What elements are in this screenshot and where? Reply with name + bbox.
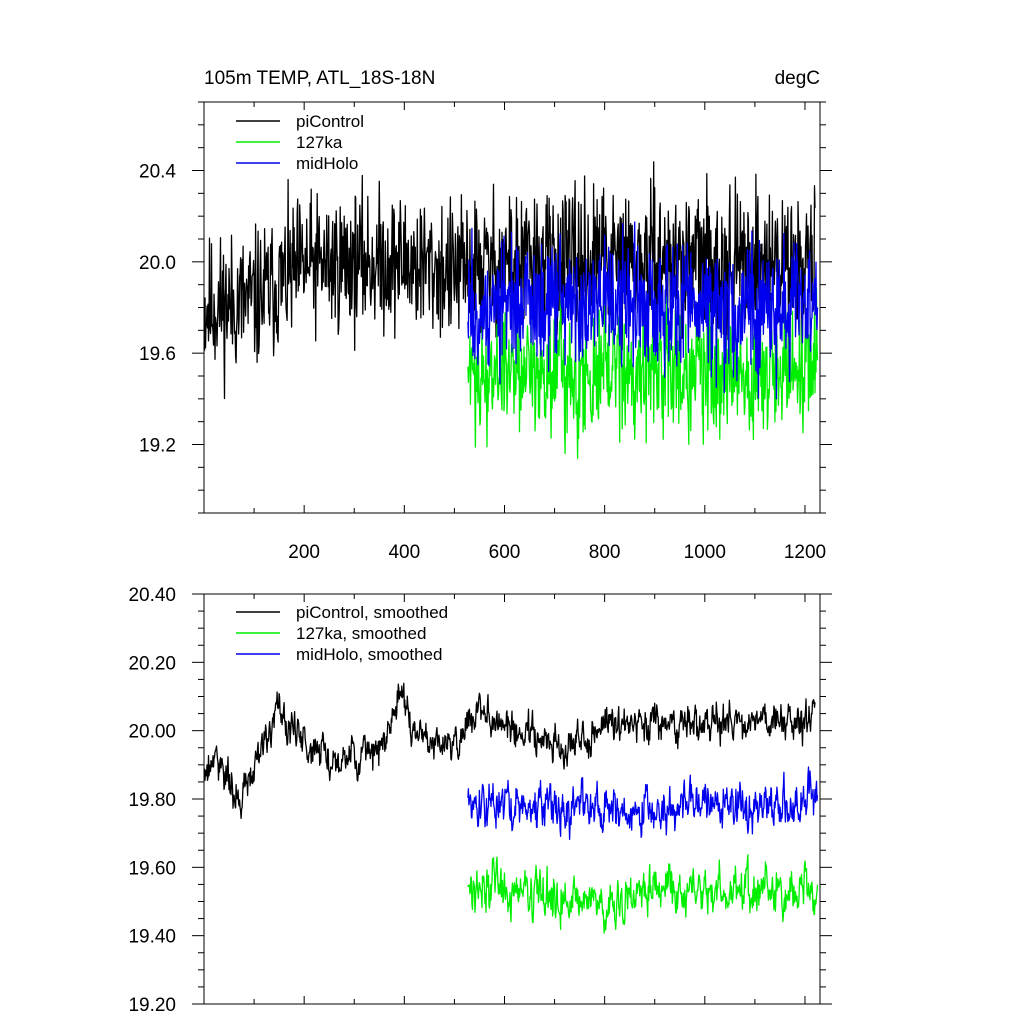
y-tick-label: 20.00 — [128, 722, 176, 743]
y-tick-label: 20.40 — [128, 585, 176, 606]
legend-label: piControl, smoothed — [296, 603, 448, 622]
y-tick-label: 19.60 — [128, 858, 176, 879]
top-panel-units: degC — [775, 68, 820, 89]
series-line-127ka-smoothed — [467, 854, 819, 934]
legend-label: 127ka — [296, 133, 343, 152]
x-tick-label: 200 — [288, 542, 320, 563]
y-tick-label: 19.20 — [128, 995, 176, 1016]
legend-label: piControl — [296, 112, 364, 131]
bottom-panel: 19.20 19.40 19.60 19.80 20.00 20.20 20.40 piCo… — [128, 585, 832, 1016]
top-panel: 105m TEMP, ATL_18S-18N degC 200 400 600 800… — [139, 68, 832, 563]
x-tick-label: 800 — [589, 542, 621, 563]
y-tick-label: 20.4 — [139, 162, 176, 183]
y-tick-label: 19.40 — [128, 927, 176, 948]
top-legend: piControl 127ka midHolo — [236, 112, 364, 173]
y-tick-label: 19.2 — [139, 436, 176, 457]
y-tick-label: 20.20 — [128, 653, 176, 674]
y-tick-label: 19.6 — [139, 344, 176, 365]
bottom-series-group — [203, 682, 819, 934]
x-tick-label: 1200 — [784, 542, 826, 563]
top-ticks-group: 200 400 600 800 1000 1200 19.2 19.6 20.0 20.4 — [139, 101, 832, 563]
x-tick-label: 600 — [489, 542, 521, 563]
y-tick-label: 20.0 — [139, 253, 176, 274]
series-line-picontrol-smoothed — [203, 682, 816, 820]
legend-label: midHolo, smoothed — [296, 645, 442, 664]
series-line-midholo — [467, 221, 819, 400]
top-panel-title: 105m TEMP, ATL_18S-18N — [204, 68, 435, 89]
top-series-group — [203, 161, 819, 459]
x-tick-label: 1000 — [684, 542, 726, 563]
series-line-midholo-smoothed — [467, 766, 819, 840]
x-tick-label: 400 — [388, 542, 420, 563]
legend-label: midHolo — [296, 154, 358, 173]
bottom-legend: piControl, smoothed 127ka, smoothed midHol… — [236, 603, 448, 664]
legend-label: 127ka, smoothed — [296, 624, 426, 643]
bottom-ticks-group: 19.20 19.40 19.60 19.80 20.00 20.20 20.40 — [128, 585, 832, 1016]
y-tick-label: 19.80 — [128, 790, 176, 811]
